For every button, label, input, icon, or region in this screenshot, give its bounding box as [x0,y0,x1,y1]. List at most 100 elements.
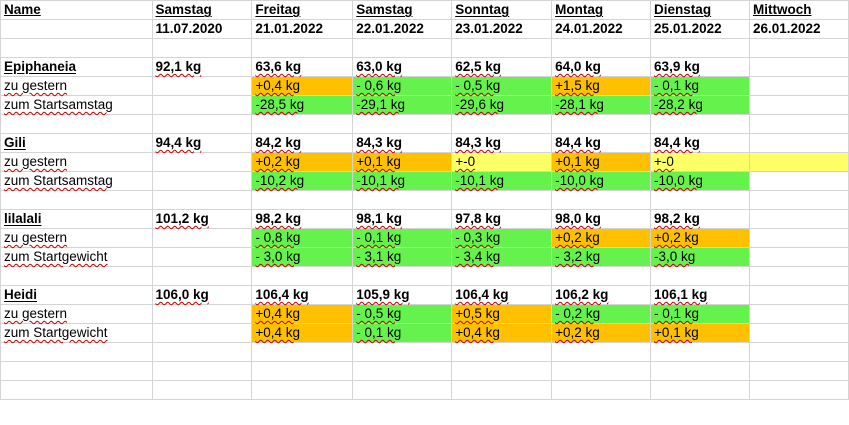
delta-cell[interactable]: +0,4 kg [451,323,553,343]
delta-cell[interactable]: - 0,5 kg [352,304,453,324]
empty-cell[interactable] [151,342,253,362]
delta-cell[interactable]: +0,1 kg [551,152,652,172]
delta-cell[interactable]: - 0,6 kg [352,76,453,96]
delta-label-cell[interactable]: zum Startsamstag [0,171,153,191]
empty-cell[interactable] [650,380,750,400]
header-date-cell[interactable]: 25.01.2022 [650,19,750,39]
empty-cell[interactable] [251,266,354,286]
header-weekday-cell[interactable]: Samstag [151,0,253,20]
empty-cell[interactable] [352,114,453,134]
start-weight-cell[interactable]: 101,2 kg [151,209,253,229]
empty-cell[interactable] [551,361,652,381]
weight-cell[interactable]: 84,3 kg [352,133,453,153]
empty-cell[interactable] [151,361,253,381]
empty-cell[interactable] [151,266,253,286]
weight-cell[interactable]: 84,4 kg [551,133,652,153]
empty-cell[interactable] [352,342,453,362]
empty-cell[interactable] [0,342,153,362]
empty-cell[interactable] [551,38,652,58]
empty-cell[interactable] [151,95,253,115]
empty-cell[interactable] [352,190,453,210]
empty-cell[interactable] [151,304,253,324]
empty-cell[interactable] [151,380,253,400]
delta-cell[interactable]: +0,1 kg [650,323,750,343]
empty-cell[interactable] [151,152,253,172]
start-weight-cell[interactable]: 106,0 kg [151,285,253,305]
delta-cell[interactable]: +0,2 kg [551,323,652,343]
empty-cell[interactable] [352,380,453,400]
empty-cell[interactable] [251,361,354,381]
weight-cell[interactable]: 106,2 kg [551,285,652,305]
delta-cell[interactable]: +-0 [650,152,750,172]
weight-cell[interactable]: 84,4 kg [650,133,750,153]
header-date-cell[interactable]: 24.01.2022 [551,19,652,39]
weight-cell[interactable]: 106,4 kg [251,285,354,305]
delta-cell[interactable]: - 0,8 kg [251,228,354,248]
delta-cell[interactable]: - 3,2 kg [551,247,652,267]
weight-cell[interactable]: 84,3 kg [451,133,553,153]
delta-cell[interactable] [748,171,849,191]
delta-cell[interactable]: - 0,5 kg [451,76,553,96]
delta-label-cell[interactable]: zum Startgewicht [0,323,153,343]
delta-cell[interactable]: -29,1 kg [352,95,453,115]
delta-cell[interactable]: +0,4 kg [251,323,354,343]
delta-cell[interactable]: - 3,4 kg [451,247,553,267]
delta-label-cell[interactable]: zu gestern [0,76,153,96]
empty-cell[interactable] [551,380,652,400]
empty-cell[interactable] [151,171,253,191]
weight-cell[interactable]: 84,2 kg [251,133,354,153]
header-date-cell[interactable]: 23.01.2022 [451,19,553,39]
empty-cell[interactable] [650,361,750,381]
delta-cell[interactable]: -10,2 kg [251,171,354,191]
empty-cell[interactable] [352,266,453,286]
start-weight-cell[interactable]: 94,4 kg [151,133,253,153]
delta-label-cell[interactable]: zum Startgewicht [0,247,153,267]
delta-cell[interactable]: -10,1 kg [451,171,553,191]
empty-cell[interactable] [451,114,553,134]
person-name-cell[interactable]: Gili [0,133,153,153]
weight-cell[interactable]: 64,0 kg [551,57,652,77]
header-weekday-cell[interactable]: Montag [551,0,652,20]
empty-cell[interactable] [451,190,553,210]
empty-cell[interactable] [151,114,253,134]
weight-cell[interactable]: 63,9 kg [650,57,750,77]
empty-cell[interactable] [748,114,849,134]
empty-cell[interactable] [650,114,750,134]
empty-cell[interactable] [251,38,354,58]
delta-cell[interactable]: -28,2 kg [650,95,750,115]
header-date-cell[interactable]: 26.01.2022 [748,19,849,39]
empty-cell[interactable] [650,342,750,362]
delta-cell[interactable]: +0,1 kg [352,152,453,172]
weight-cell[interactable]: 106,1 kg [650,285,750,305]
empty-cell[interactable] [451,266,553,286]
empty-cell[interactable] [352,361,453,381]
person-name-cell[interactable]: Epiphaneia [0,57,153,77]
delta-cell[interactable]: - 0,1 kg [650,304,750,324]
empty-cell[interactable] [0,114,153,134]
weight-cell[interactable] [748,133,849,153]
empty-cell[interactable] [748,190,849,210]
weight-cell[interactable]: 98,0 kg [551,209,652,229]
weight-cell[interactable] [748,209,849,229]
empty-cell[interactable] [251,342,354,362]
delta-cell[interactable]: -28,1 kg [551,95,652,115]
empty-cell[interactable] [650,190,750,210]
empty-cell[interactable] [251,190,354,210]
delta-cell[interactable]: +0,4 kg [251,304,354,324]
weight-cell[interactable] [748,285,849,305]
empty-cell[interactable] [151,228,253,248]
header-date-cell[interactable]: 22.01.2022 [352,19,453,39]
weight-cell[interactable] [748,57,849,77]
person-name-cell[interactable]: lilalali [0,209,153,229]
empty-cell[interactable] [352,38,453,58]
delta-cell[interactable]: - 3,0 kg [251,247,354,267]
header-weekday-cell[interactable]: Sonntag [451,0,553,20]
delta-cell[interactable]: +0,4 kg [251,76,354,96]
header-date-cell[interactable]: 11.07.2020 [151,19,253,39]
empty-cell[interactable] [748,266,849,286]
empty-cell[interactable] [748,380,849,400]
empty-cell[interactable] [748,361,849,381]
delta-cell[interactable]: -10,1 kg [352,171,453,191]
empty-cell[interactable] [151,190,253,210]
person-name-cell[interactable]: Heidi [0,285,153,305]
